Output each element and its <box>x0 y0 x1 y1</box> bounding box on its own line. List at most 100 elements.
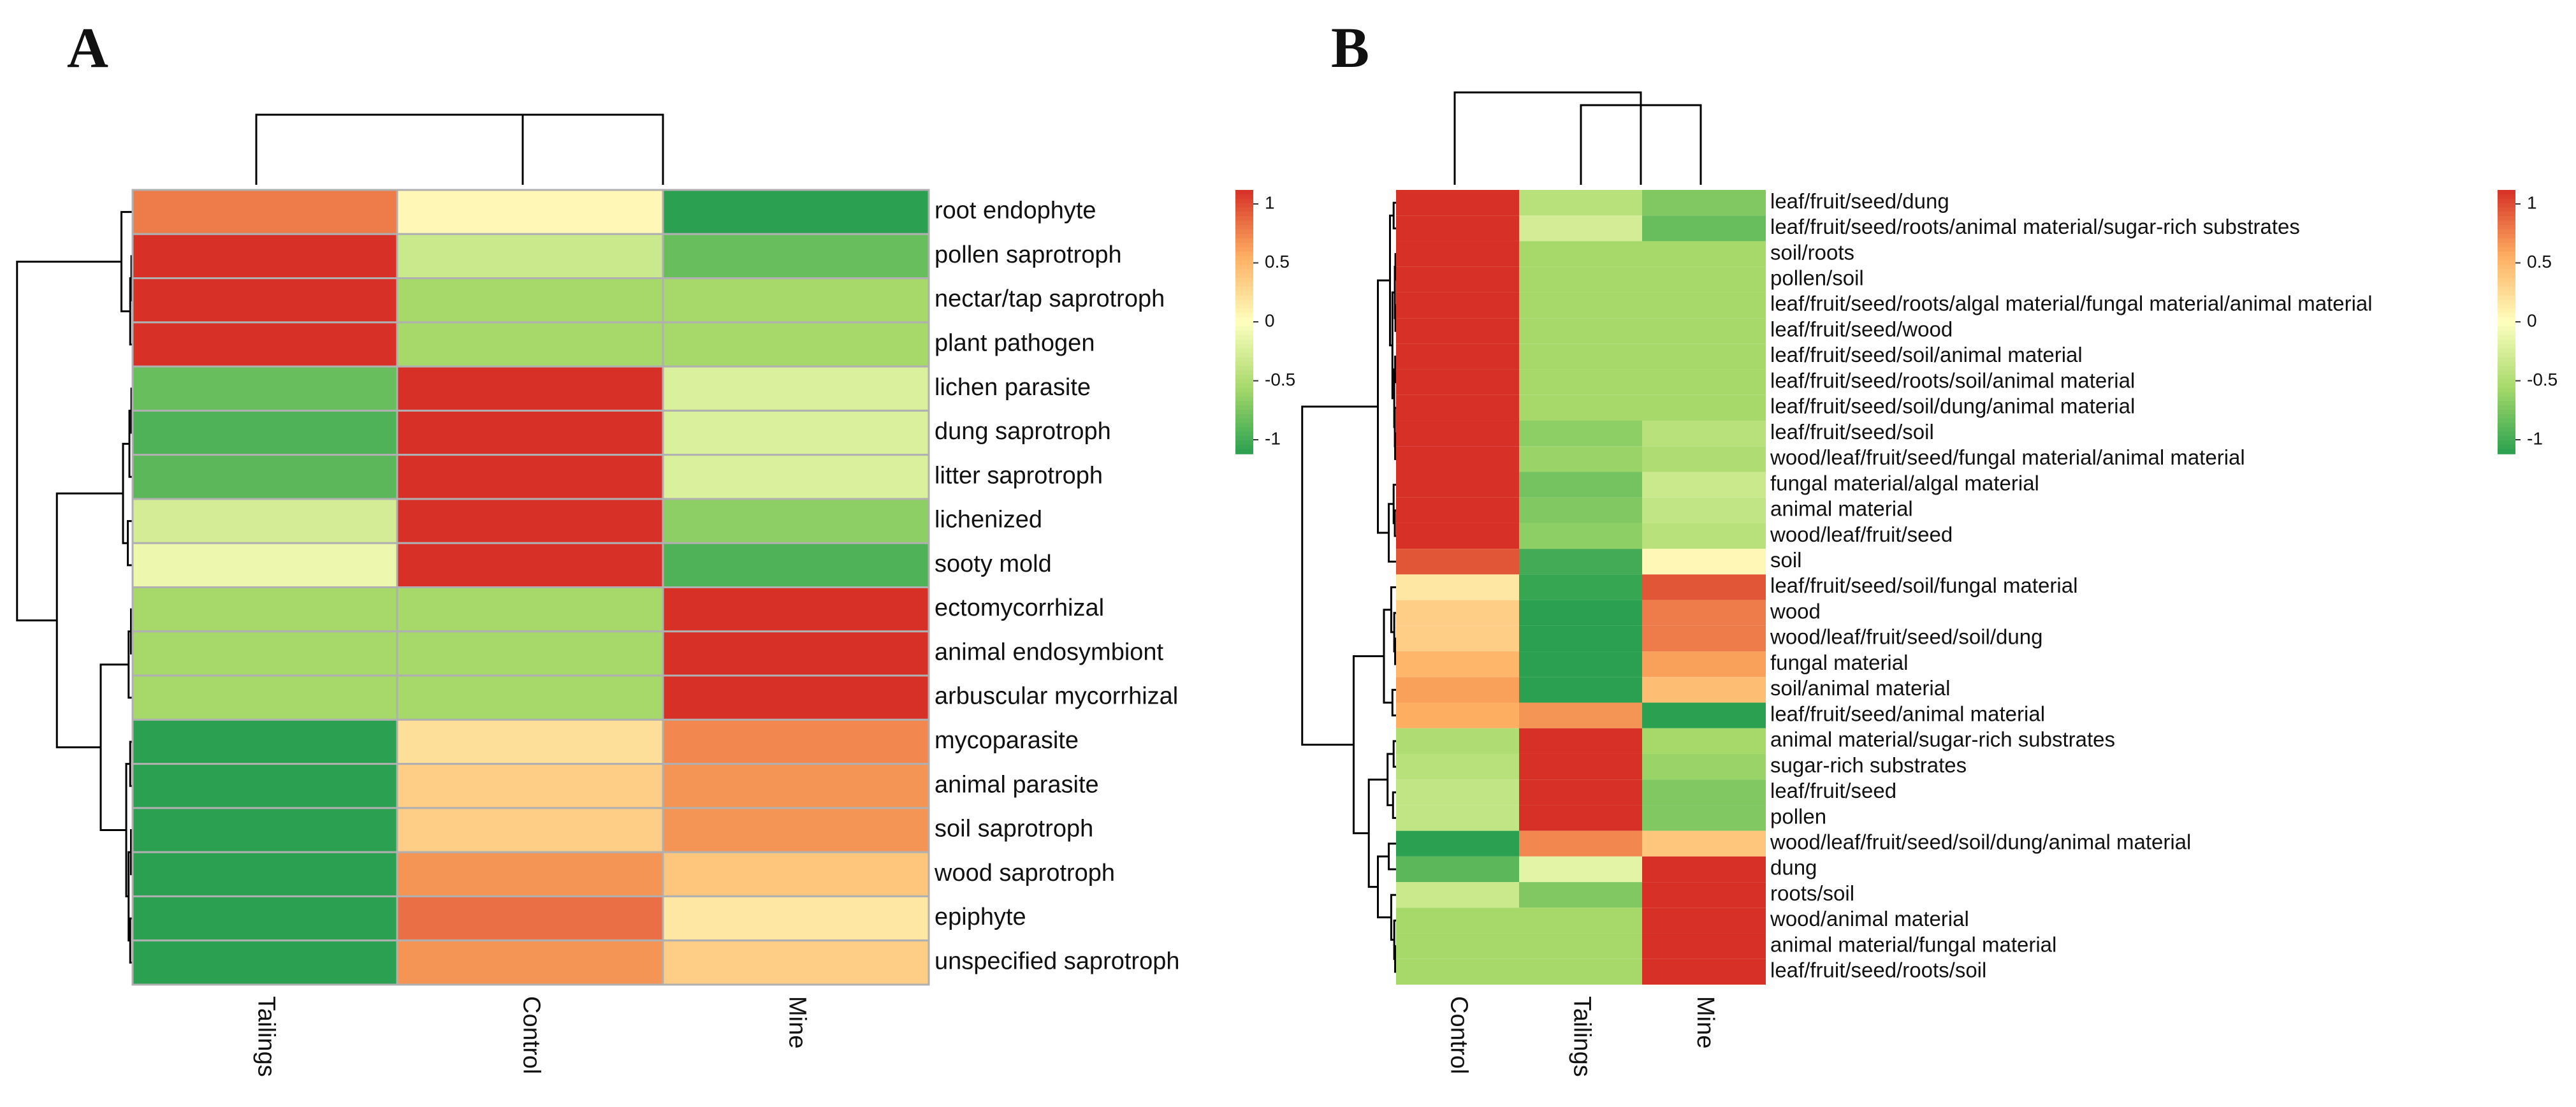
heatmap-cell <box>396 498 664 544</box>
heatmap-cell <box>131 763 398 809</box>
legend-color-segment <box>2498 221 2515 226</box>
row-label: leaf/fruit/seed/roots/soil/animal materi… <box>1770 368 2135 392</box>
legend-color-segment <box>1235 374 1253 380</box>
heatmap-cell <box>131 321 398 368</box>
heatmap-cell <box>131 277 398 324</box>
legend-color-segment <box>1235 247 1253 252</box>
row-label: soil <box>1770 548 1802 572</box>
heatmap-cell <box>396 939 664 986</box>
legend-color-segment <box>1235 256 1253 261</box>
heatmap-cell <box>1396 908 1519 934</box>
panel-b: B leaf/fruit/seed/dungleaf/fruit/seed/ro… <box>1301 17 2558 1077</box>
legend-color-segment <box>2498 260 2515 266</box>
legend-color-segment <box>2498 431 2515 437</box>
heatmap-cell <box>396 763 664 809</box>
legend-color-segment <box>1235 269 1253 274</box>
heatmap-cell <box>1642 446 1766 472</box>
legend-color-segment <box>1235 427 1253 433</box>
panel-a-column-labels: Tailings Control Mine <box>252 996 810 1077</box>
panel-b-heatmap-cells <box>1396 190 1766 985</box>
heatmap-cell <box>131 365 398 412</box>
row-label: leaf/fruit/seed/roots/soil <box>1770 959 1986 982</box>
row-label: animal material/fungal material <box>1770 932 2056 956</box>
heatmap-cell <box>1519 805 1642 831</box>
row-label: lichenized <box>935 507 1042 533</box>
row-label: lichen parasite <box>935 374 1091 401</box>
legend-color-segment <box>2498 374 2515 380</box>
heatmap-cell <box>1642 574 1766 600</box>
legend-color-segment <box>2498 322 2515 327</box>
heatmap-cell <box>1519 472 1642 498</box>
heatmap-cell <box>662 277 930 324</box>
heatmap-cell <box>1642 677 1766 703</box>
heatmap-cell <box>662 895 930 942</box>
panel-b-column-dendrogram <box>1453 91 1702 185</box>
legend-color-segment <box>2498 392 2515 398</box>
row-label: nectar/tap saprotroph <box>935 286 1165 312</box>
row-label: soil/roots <box>1770 240 1854 264</box>
row-label: wood/leaf/fruit/seed/fungal material/ani… <box>1770 445 2245 469</box>
heatmap-cell <box>1642 369 1766 395</box>
heatmap-cell <box>131 939 398 986</box>
heatmap-cell <box>1396 805 1519 831</box>
legend-color-segment <box>1235 300 1253 305</box>
heatmap-cell <box>1642 882 1766 908</box>
heatmap-cell <box>1642 830 1766 857</box>
legend-color-segment <box>2498 304 2515 310</box>
legend-color-segment <box>2498 357 2515 362</box>
dendrogram-branch <box>1580 104 1702 185</box>
row-label: leaf/fruit/seed/soil <box>1770 420 1934 444</box>
row-label: leaf/fruit/seed/roots/animal material/su… <box>1770 215 2300 238</box>
legend-color-segment <box>2498 370 2515 375</box>
dendrogram-branch <box>1377 279 1390 534</box>
column-label: Control <box>518 996 544 1074</box>
row-label: unspecified saprotroph <box>935 948 1179 974</box>
legend-color-segment <box>1235 401 1253 406</box>
heatmap-cell <box>396 233 664 280</box>
legend-tick-label: 0.5 <box>2527 252 2552 271</box>
legend-color-segment <box>2498 326 2515 331</box>
legend-color-segment <box>2498 445 2515 450</box>
heatmap-cell <box>1519 882 1642 908</box>
heatmap-cell <box>1519 728 1642 754</box>
heatmap-cell <box>396 851 664 897</box>
row-label: pollen <box>1770 804 1826 828</box>
heatmap-cell <box>1642 753 1766 780</box>
heatmap-cell <box>396 674 664 721</box>
dendrogram-branch <box>55 492 123 749</box>
legend-color-segment <box>2498 344 2515 349</box>
heatmap-cell <box>1642 908 1766 934</box>
heatmap-cell <box>1519 908 1642 934</box>
heatmap-cell <box>1519 318 1642 344</box>
legend-tick-label: -0.5 <box>2527 370 2558 389</box>
legend-color-segment <box>1235 273 1253 279</box>
legend-color-segment <box>2498 427 2515 433</box>
legend-color-segment <box>1235 278 1253 283</box>
heatmap-cell <box>1519 856 1642 883</box>
heatmap-cell <box>1396 318 1519 344</box>
heatmap-cell <box>662 718 930 765</box>
heatmap-cell <box>1642 523 1766 549</box>
legend-color-segment <box>2498 269 2515 274</box>
legend-color-segment <box>2498 313 2515 318</box>
legend-color-segment <box>2498 225 2515 230</box>
legend-color-segment <box>2498 234 2515 239</box>
panel-b-column-labels: Control Tailings Mine <box>1445 996 1719 1077</box>
heatmap-cell <box>662 763 930 809</box>
heatmap-cell <box>1519 600 1642 626</box>
legend-color-segment <box>2498 330 2515 336</box>
heatmap-cell <box>131 630 398 677</box>
row-label: fungal material <box>1770 651 1908 674</box>
heatmap-cell <box>1642 472 1766 498</box>
heatmap-cell <box>1396 292 1519 319</box>
heatmap-cell <box>1396 651 1519 677</box>
heatmap-cell <box>1642 215 1766 242</box>
legend-color-segment <box>2498 449 2515 454</box>
legend-color-segment <box>2498 410 2515 415</box>
heatmap-cell <box>1396 394 1519 421</box>
legend-color-segment <box>2498 242 2515 248</box>
heatmap-cell <box>1642 959 1766 985</box>
legend-color-segment <box>1235 251 1253 257</box>
legend-tick-label: 1 <box>1265 192 1275 212</box>
heatmap-cell <box>1642 421 1766 447</box>
